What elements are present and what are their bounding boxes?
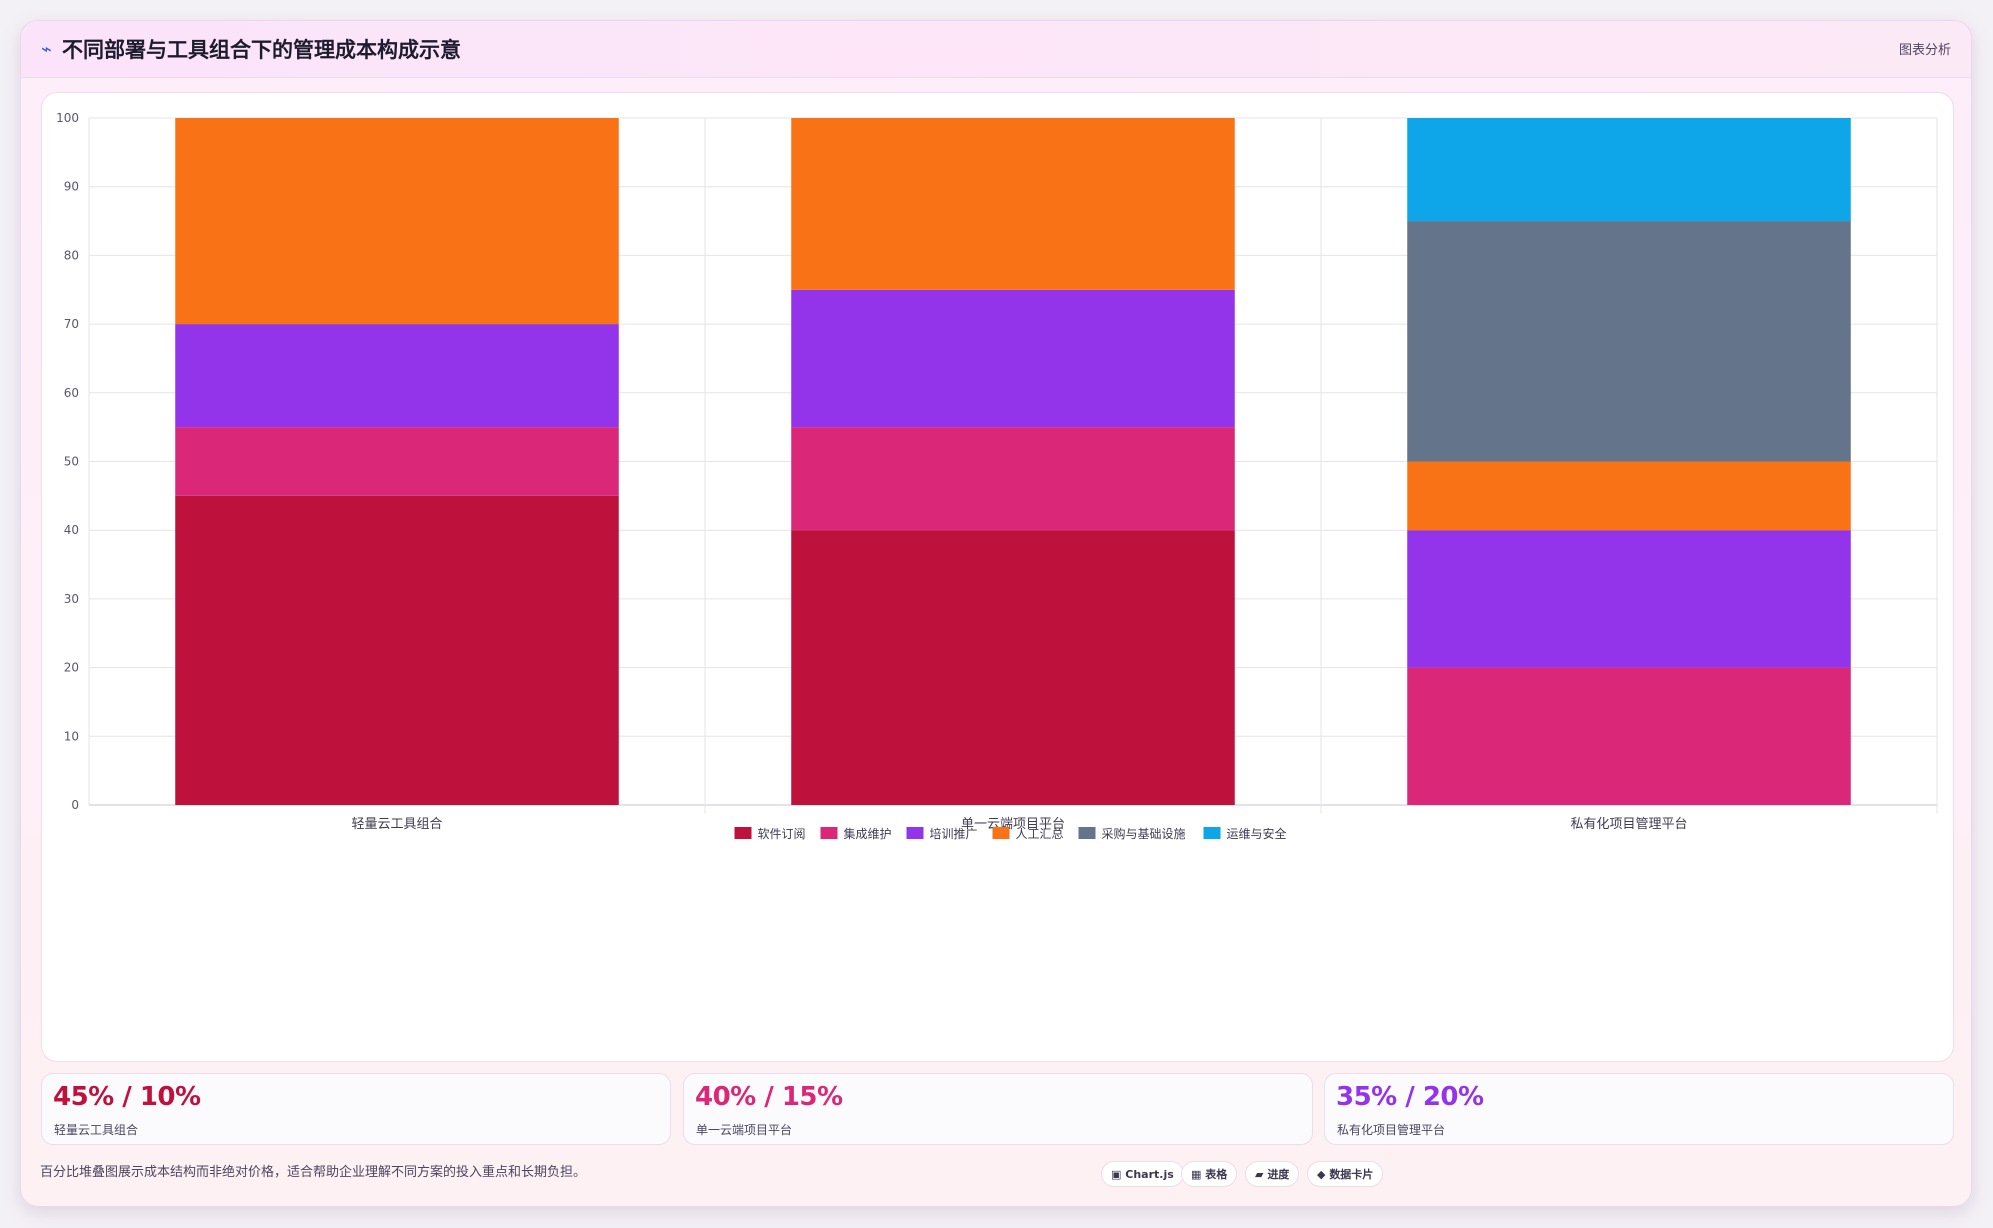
footnote: 百分比堆叠图展示成本结构而非绝对价格，适合帮助企业理解不同方案的投入重点和长期负… [40, 1165, 587, 1180]
chart-panel: 0 10 20 30 40 50 60 70 80 90 100 轻量云工具组合 单一云端项目平台 私有化… [41, 92, 1954, 1062]
legend-swatch [1078, 827, 1096, 839]
bar-segment [175, 118, 619, 325]
kpi-value: 35% / 20% [1336, 1082, 1484, 1112]
y-tick-label: 80 [64, 248, 79, 262]
bar-segment [791, 289, 1235, 428]
kpi-card-private: 35% / 20% 私有化项目管理平台 [1324, 1073, 1954, 1145]
y-tick-label: 40 [64, 523, 79, 537]
chip-label: Chart.js [1125, 1168, 1174, 1181]
bar-segment [791, 427, 1235, 531]
y-tick-label: 50 [64, 455, 79, 469]
legend-entry: 软件订阅 [758, 827, 806, 841]
stacked-bar-chart: 0 10 20 30 40 50 60 70 80 90 100 轻量云工具组合 单一云端项目平台 私有化… [56, 111, 1938, 841]
x-tick-label: 私有化项目管理平台 [1570, 817, 1687, 832]
kpi-value: 40% / 15% [695, 1082, 843, 1112]
chart-card: ⌁ 不同部署与工具组合下的管理成本构成示意 图表分析 0 10 20 30 40 50 60… [20, 20, 1972, 1207]
legend-entry: 培训推广 [930, 826, 978, 841]
kpi-label: 私有化项目管理平台 [1337, 1123, 1446, 1137]
chip-label: 表格 [1205, 1168, 1228, 1181]
chip-progress[interactable]: ▰ 进度 [1245, 1161, 1300, 1187]
chart-analysis-link[interactable]: 图表分析 [1898, 43, 1951, 58]
card-header: ⌁ 不同部署与工具组合下的管理成本构成示意 图表分析 [21, 21, 1971, 78]
bar-segment [1407, 221, 1851, 462]
table-icon: ▦ [1191, 1168, 1202, 1181]
kpi-value: 45% / 10% [53, 1082, 201, 1112]
trend-icon: ⌁ [41, 39, 52, 60]
bar-segment [1407, 530, 1851, 668]
x-tick-label: 轻量云工具组合 [351, 817, 442, 832]
x-tick-label: 单一云端项目平台 [961, 817, 1065, 832]
bar-segment [1407, 461, 1851, 531]
y-tick-label: 0 [71, 798, 79, 812]
y-tick-label: 90 [64, 180, 79, 194]
chip-label: 进度 [1267, 1168, 1290, 1181]
kpi-card-single-cloud: 40% / 15% 单一云端项目平台 [683, 1073, 1313, 1145]
legend-entry: 集成维护 [844, 826, 892, 841]
bar-segment [1407, 667, 1851, 805]
legend-swatch [734, 827, 752, 839]
bar-segment [791, 118, 1235, 290]
bar-segment [175, 427, 619, 496]
bar-segment [1407, 118, 1851, 222]
chip-table[interactable]: ▦ 表格 [1181, 1161, 1238, 1187]
legend-entry: 人工汇总 [1016, 827, 1064, 841]
chip-data-card[interactable]: ◆ 数据卡片 [1307, 1161, 1384, 1187]
y-tick-label: 30 [64, 592, 79, 606]
legend-swatch [906, 827, 924, 839]
kpi-card-light-cloud: 45% / 10% 轻量云工具组合 [41, 1073, 671, 1145]
chip-label: 数据卡片 [1329, 1168, 1374, 1181]
bar-segment [791, 530, 1235, 805]
y-tick-label: 20 [64, 661, 79, 675]
y-tick-label: 60 [64, 386, 79, 400]
progress-icon: ▰ [1255, 1168, 1264, 1181]
legend-swatch [992, 827, 1010, 839]
kpi-label: 轻量云工具组合 [54, 1123, 139, 1137]
diamond-icon: ◆ [1317, 1168, 1326, 1181]
kpi-label: 单一云端项目平台 [696, 1123, 793, 1137]
legend-entry: 运维与安全 [1227, 826, 1287, 841]
chart-title: 不同部署与工具组合下的管理成本构成示意 [62, 38, 461, 62]
legend-swatch [820, 827, 838, 839]
y-tick-label: 100 [56, 111, 79, 125]
legend-entry: 采购与基础设施 [1102, 826, 1186, 841]
y-tick-label: 10 [64, 729, 79, 743]
bar-segment [175, 495, 619, 805]
chip-chartjs[interactable]: ▣ Chart.js [1101, 1161, 1184, 1187]
y-tick-label: 70 [64, 317, 79, 331]
legend-swatch [1203, 827, 1221, 839]
bar-segment [175, 324, 619, 428]
chart-icon: ▣ [1111, 1168, 1122, 1181]
